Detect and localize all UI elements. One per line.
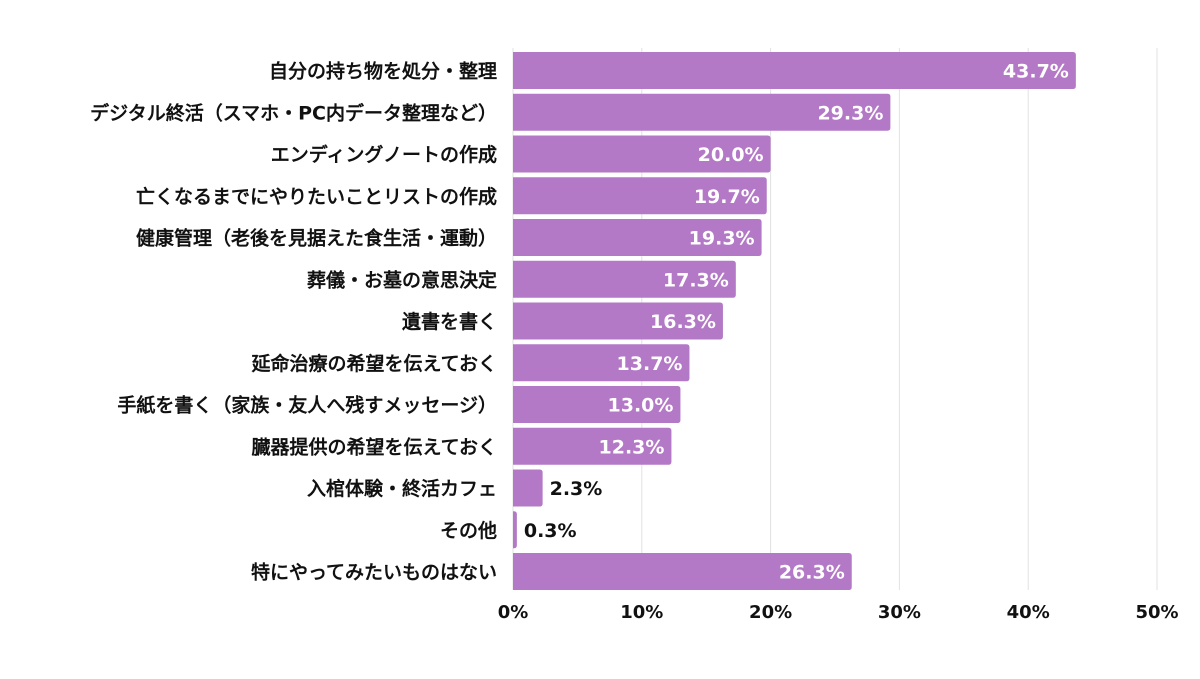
bar bbox=[513, 553, 852, 590]
category-label: 自分の持ち物を処分・整理 bbox=[269, 60, 497, 83]
x-tick-label: 50% bbox=[1135, 602, 1178, 623]
category-label: 臓器提供の希望を伝えておく bbox=[252, 435, 497, 458]
value-label: 19.3% bbox=[689, 228, 755, 250]
bar bbox=[513, 135, 771, 173]
x-tick-label: 40% bbox=[1007, 602, 1050, 623]
value-label: 26.3% bbox=[779, 562, 845, 584]
bar bbox=[513, 302, 723, 340]
bar bbox=[513, 469, 543, 507]
bar bbox=[513, 93, 891, 131]
category-label: エンディングノートの作成 bbox=[271, 143, 497, 166]
value-label: 43.7% bbox=[1003, 61, 1069, 83]
category-label: 手紙を書く（家族・友人へ残すメッセージ） bbox=[117, 394, 497, 417]
bar bbox=[513, 260, 736, 298]
value-labels: 43.7% 29.3% 20.0% 19.7% 19.3% 17.3% 16.3% 13.7%… bbox=[524, 61, 1069, 584]
x-tick-label: 30% bbox=[878, 602, 921, 623]
category-label: その他 bbox=[440, 519, 497, 542]
value-label: 13.7% bbox=[617, 353, 683, 375]
x-tick-label: 20% bbox=[749, 602, 792, 623]
x-tick-label: 0% bbox=[498, 602, 529, 623]
bars bbox=[512, 52, 1076, 590]
category-label: 亡くなるまでにやりたいことリストの作成 bbox=[136, 185, 497, 208]
value-label: 19.7% bbox=[694, 186, 760, 208]
x-axis-tick-labels: 0% 10% 20% 30% 40% 50% bbox=[498, 602, 1179, 623]
value-label: 29.3% bbox=[817, 102, 883, 124]
category-label: 遺書を書く bbox=[402, 310, 497, 333]
category-label: 健康管理（老後を見据えた食生活・運動） bbox=[136, 227, 497, 250]
bar bbox=[513, 344, 690, 382]
bar bbox=[513, 219, 762, 256]
value-label: 20.0% bbox=[698, 144, 764, 166]
bar bbox=[512, 52, 1076, 89]
bar bbox=[513, 177, 767, 215]
value-label: 13.0% bbox=[608, 395, 674, 417]
x-tick-label: 10% bbox=[620, 602, 663, 623]
value-label: 2.3% bbox=[550, 478, 603, 500]
value-label: 17.3% bbox=[663, 269, 729, 291]
category-label: デジタル終活（スマホ・PC内データ整理など） bbox=[90, 101, 497, 124]
bar bbox=[513, 386, 681, 423]
bar bbox=[513, 427, 672, 465]
value-label: 0.3% bbox=[524, 520, 577, 542]
category-label: 入棺体験・終活カフェ bbox=[307, 477, 497, 500]
value-label: 12.3% bbox=[599, 436, 665, 458]
category-label: 特にやってみたいものはない bbox=[251, 562, 497, 584]
category-label: 葬儀・お墓の意思決定 bbox=[307, 268, 497, 291]
category-label: 延命治療の希望を伝えておく bbox=[251, 352, 497, 375]
bar bbox=[513, 511, 517, 549]
value-label: 16.3% bbox=[650, 311, 716, 333]
